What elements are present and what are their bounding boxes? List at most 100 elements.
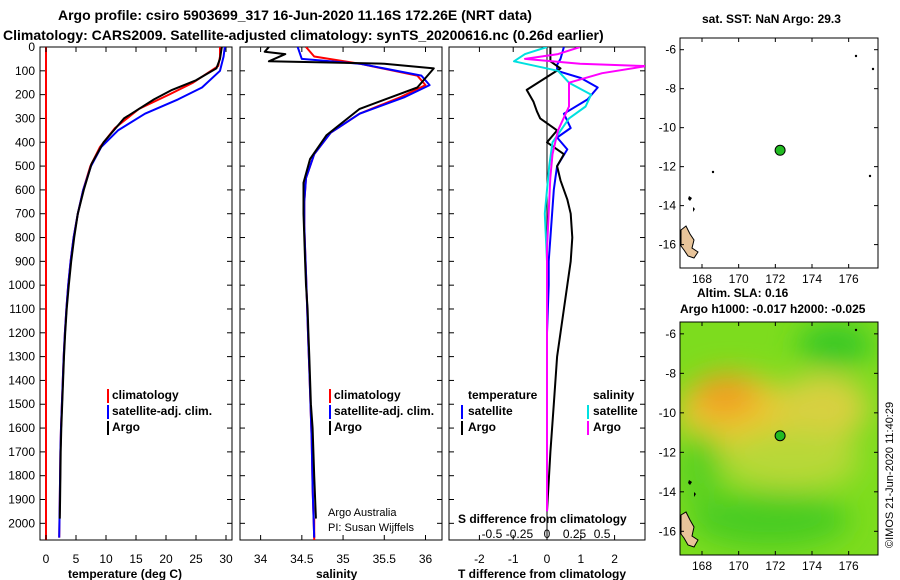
temperature-series bbox=[58, 47, 226, 538]
map-x-tick-label: 174 bbox=[802, 559, 822, 573]
depth-tick-label: 1200 bbox=[8, 326, 35, 340]
depth-tick-label: 100 bbox=[15, 64, 35, 78]
map-x-tick-label: 176 bbox=[839, 272, 859, 286]
difference-x-axis-salinity: -0.5 -0.25 0 0.25 0.5 bbox=[482, 527, 611, 541]
depth-tick-label: 200 bbox=[15, 88, 35, 102]
depth-tick-label: 600 bbox=[15, 183, 35, 197]
depth-tick-label: 1600 bbox=[8, 421, 35, 435]
x2-tick-label: 0.25 bbox=[563, 527, 587, 541]
depth-tick-label: 1800 bbox=[8, 469, 35, 483]
difference-legend: temperature satellite Argo salinity sate… bbox=[461, 388, 638, 435]
x-tick-label: 1 bbox=[577, 552, 584, 566]
credit-line2: PI: Susan Wijffels bbox=[328, 522, 414, 534]
map-x-tick-label: 174 bbox=[802, 272, 822, 286]
map-x-tick-label: 168 bbox=[692, 559, 712, 573]
x-tick-label: 0 bbox=[544, 552, 551, 566]
difference-x-label: T difference from climatology bbox=[458, 567, 626, 580]
map-y-tick-label: -14 bbox=[659, 485, 677, 499]
depth-tick-label: 400 bbox=[15, 135, 35, 149]
x-tick-label: 15 bbox=[129, 552, 143, 566]
x-tick-label: 35 bbox=[336, 552, 350, 566]
legend-s-satellite-label: satellite bbox=[593, 404, 638, 418]
sla-map-axes: 168 170 172 174 176 -6 -8 -10 -12 -14 -16 bbox=[659, 322, 878, 573]
map-x-tick-label: 172 bbox=[765, 559, 785, 573]
x-tick-label: 25 bbox=[189, 552, 203, 566]
map-y-tick-label: -12 bbox=[659, 445, 677, 459]
map-x-tick-label: 176 bbox=[839, 559, 859, 573]
depth-tick-label: 1400 bbox=[8, 373, 35, 387]
salinity-x-label: salinity bbox=[316, 567, 358, 580]
salinity-legend: climatology satellite-adj. clim. Argo bbox=[329, 388, 434, 435]
sst-map-title: sat. SST: NaN Argo: 29.3 bbox=[702, 12, 841, 26]
legend-t-argo-label: Argo bbox=[468, 420, 496, 434]
series-line-satellite-adj-clim- bbox=[296, 47, 431, 538]
series-line-climatology bbox=[303, 47, 427, 538]
series-line-argo bbox=[58, 47, 223, 519]
coastline-islet bbox=[688, 480, 692, 485]
x-tick-label: 10 bbox=[99, 552, 113, 566]
map-y-tick-label: -16 bbox=[659, 524, 677, 538]
map-y-tick-label: -12 bbox=[659, 160, 677, 174]
legend-t-satellite-label: satellite bbox=[468, 404, 513, 418]
coastline-islet bbox=[711, 170, 715, 174]
map-y-tick-label: -6 bbox=[665, 43, 676, 57]
depth-tick-label: 2000 bbox=[8, 516, 35, 530]
x-tick-label: 35.5 bbox=[373, 552, 397, 566]
coastline-islet bbox=[868, 174, 872, 178]
series-line-climatology bbox=[58, 47, 221, 538]
series-line-s-argo bbox=[524, 47, 645, 512]
series-line-argo bbox=[263, 47, 435, 519]
map-y-tick-label: -8 bbox=[665, 366, 676, 380]
depth-tick-label: 1100 bbox=[9, 302, 35, 316]
depth-tick-label: 500 bbox=[15, 159, 35, 173]
x-tick-label: 2 bbox=[611, 552, 618, 566]
x2-tick-label: -0.5 bbox=[482, 527, 503, 541]
depth-tick-label: 1700 bbox=[8, 445, 35, 459]
legend-salinity-title: salinity bbox=[593, 388, 635, 402]
sst-map-coastline bbox=[680, 54, 875, 259]
x-tick-label: 36 bbox=[419, 552, 433, 566]
depth-tick-label: 900 bbox=[15, 254, 35, 268]
map-y-tick-label: -10 bbox=[659, 406, 677, 420]
coastline-islet bbox=[871, 67, 875, 71]
x-tick-label: 30 bbox=[219, 552, 233, 566]
salinity-x-axis: 34 34.5 35 35.5 36 bbox=[254, 47, 433, 566]
header-line1: Argo profile: csiro 5903699_317 16-Jun-2… bbox=[58, 7, 532, 23]
depth-tick-label: 700 bbox=[15, 207, 35, 221]
series-line-satellite-adj-clim- bbox=[58, 47, 226, 538]
credit-line1: Argo Australia bbox=[328, 507, 397, 519]
legend-s-argo-label: Argo bbox=[593, 420, 621, 434]
depth-tick-label: 800 bbox=[15, 231, 35, 245]
sla-map-subtitle: Argo h1000: -0.017 h2000: -0.025 bbox=[680, 302, 866, 316]
x-tick-label: -2 bbox=[474, 552, 485, 566]
sst-map-markers bbox=[774, 144, 786, 156]
map-x-tick-label: 168 bbox=[692, 272, 712, 286]
sst-map-axes: 168 170 172 174 176 -6 -8 -10 -12 -14 -16 bbox=[659, 38, 878, 286]
map-y-tick-label: -14 bbox=[659, 199, 677, 213]
x-tick-label: 5 bbox=[73, 552, 80, 566]
argo-float-marker bbox=[774, 430, 786, 442]
x-tick-label: -1 bbox=[508, 552, 519, 566]
legend-argo-label: Argo bbox=[112, 420, 140, 434]
difference-x-label-salinity: S difference from climatology bbox=[458, 512, 627, 526]
map-x-tick-label: 172 bbox=[765, 272, 785, 286]
sst-map-frame bbox=[679, 37, 879, 269]
salinity-plot-frame bbox=[239, 46, 443, 541]
map-y-tick-label: -16 bbox=[659, 238, 677, 252]
difference-x-axis: -2 -1 0 1 2 bbox=[474, 47, 618, 566]
coastline-islet bbox=[693, 207, 695, 212]
sla-high-anomaly-core bbox=[693, 373, 757, 417]
difference-series bbox=[513, 47, 645, 512]
legend-satellite-label: satellite-adj. clim. bbox=[112, 404, 212, 418]
sla-mid-band bbox=[720, 430, 860, 490]
legend-temperature-title: temperature bbox=[468, 388, 538, 402]
coastline-islet bbox=[854, 328, 858, 332]
depth-tick-label: 1500 bbox=[8, 397, 35, 411]
x2-tick-label: 0 bbox=[544, 527, 551, 541]
sla-map-frame bbox=[679, 321, 879, 556]
depth-tick-label: 1000 bbox=[8, 278, 35, 292]
coastline-islet bbox=[694, 492, 696, 497]
series-line-t-argo bbox=[525, 47, 574, 512]
sla-high-anomaly-east bbox=[776, 374, 868, 442]
depth-axis: 0 100 200 300 400 500 600 700 800 900 1000 1100 1200… bbox=[8, 40, 645, 530]
